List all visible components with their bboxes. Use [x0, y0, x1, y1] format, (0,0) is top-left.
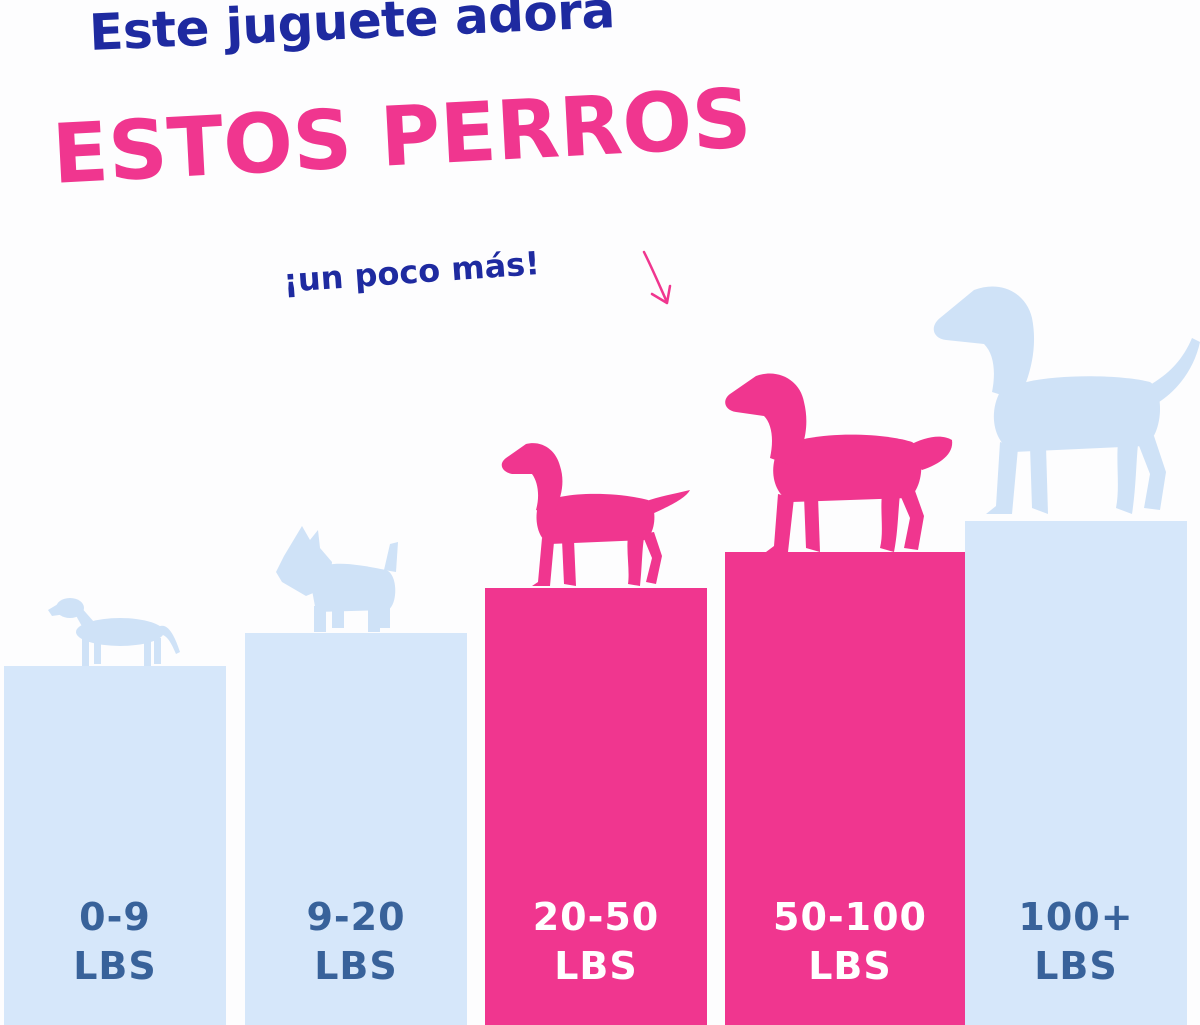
weight-range: 0-9: [79, 895, 151, 939]
setter-icon: [501, 443, 690, 586]
bar-label: 100+ LBS: [965, 893, 1187, 991]
weight-range: 20-50: [532, 895, 660, 939]
weight-unit: LBS: [808, 944, 892, 988]
weight-unit: LBS: [73, 944, 157, 988]
great-dane-icon: [933, 286, 1200, 514]
weight-unit: LBS: [1034, 944, 1118, 988]
weight-range: 9-20: [306, 895, 406, 939]
headline-line-2: ESTOS PERROS: [50, 71, 754, 203]
bar-0-9-lbs: 0-9 LBS: [4, 666, 226, 1025]
headline-line-3: ¡un poco más!: [282, 244, 541, 300]
scottish-terrier-icon: [276, 526, 398, 632]
bar-label: 9-20 LBS: [245, 893, 467, 991]
bar-20-50-lbs: 20-50 LBS: [485, 588, 707, 1025]
weight-range: 100+: [1018, 895, 1134, 939]
bar-50-100-lbs: 50-100 LBS: [725, 552, 975, 1025]
bar-100-plus-lbs: 100+ LBS: [965, 521, 1187, 1025]
weight-unit: LBS: [314, 944, 398, 988]
bar-label: 20-50 LBS: [485, 893, 707, 991]
bar-label: 50-100 LBS: [725, 893, 975, 991]
weight-unit: LBS: [554, 944, 638, 988]
weight-range: 50-100: [773, 895, 927, 939]
headline-line-1: Este juguete adora: [88, 0, 616, 62]
bar-9-20-lbs: 9-20 LBS: [245, 633, 467, 1025]
arrow-down-icon: [642, 250, 672, 305]
dachshund-icon: [48, 598, 180, 666]
golden-retriever-icon: [725, 373, 953, 552]
bar-label: 0-9 LBS: [4, 893, 226, 991]
